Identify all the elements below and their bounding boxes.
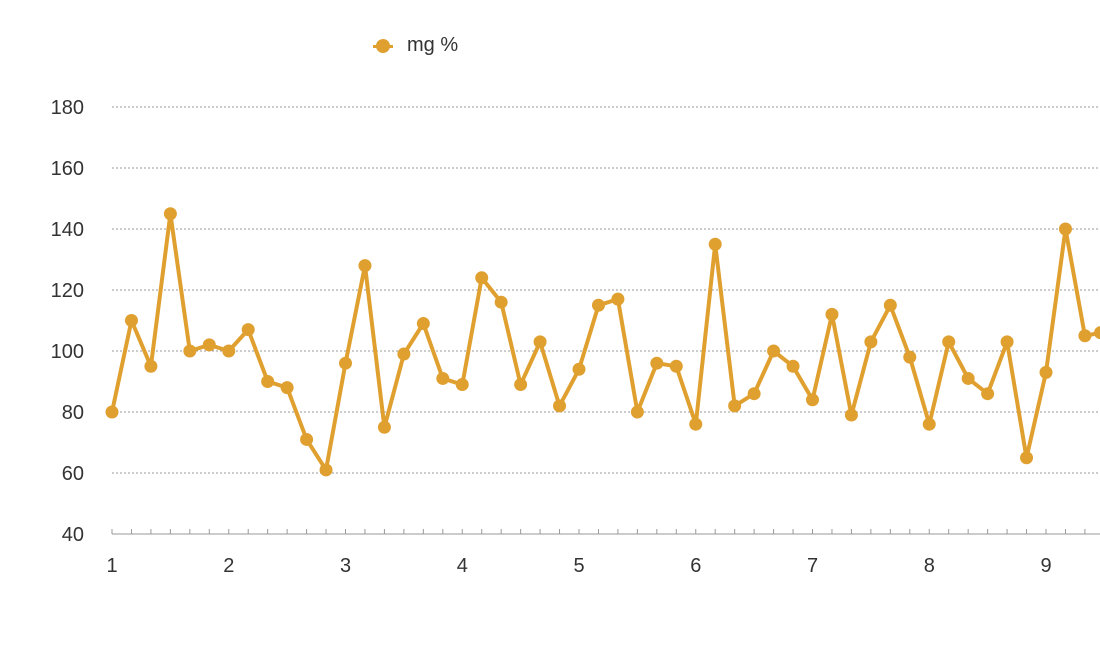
data-point — [300, 432, 314, 446]
data-point — [222, 344, 236, 358]
data-point — [397, 347, 411, 361]
data-point — [572, 362, 586, 376]
data-point — [1000, 335, 1014, 349]
legend[interactable]: mg % — [371, 34, 458, 57]
y-tick-label: 40 — [62, 524, 84, 546]
data-point — [630, 405, 644, 419]
y-tick-label: 120 — [51, 280, 84, 302]
data-point — [883, 298, 897, 312]
data-point — [689, 417, 703, 431]
y-tick-label: 140 — [51, 219, 84, 241]
data-point — [942, 335, 956, 349]
data-point — [650, 356, 664, 370]
data-point — [514, 378, 528, 392]
data-point — [533, 335, 547, 349]
data-point — [455, 378, 469, 392]
y-tick-label: 80 — [62, 402, 84, 424]
data-point — [339, 356, 352, 370]
data-point — [436, 371, 450, 385]
data-point — [553, 399, 567, 413]
data-point — [786, 359, 800, 373]
data-point — [611, 292, 625, 306]
data-point — [825, 307, 839, 321]
data-point — [416, 317, 430, 331]
data-point — [1093, 326, 1100, 340]
data-point — [1039, 365, 1053, 379]
x-tick-label: 6 — [690, 555, 701, 577]
x-tick-label: 1 — [106, 555, 117, 577]
data-point — [767, 344, 781, 358]
x-tick-label: 7 — [807, 555, 818, 577]
x-tick-label: 8 — [924, 555, 935, 577]
data-point — [961, 371, 975, 385]
data-point — [183, 344, 197, 358]
data-point — [358, 259, 372, 273]
data-point — [319, 463, 333, 477]
data-point — [241, 323, 255, 337]
data-point — [1078, 329, 1092, 343]
data-point — [494, 295, 508, 309]
x-tick-label: 9 — [1040, 555, 1051, 577]
x-tick-label: 3 — [340, 555, 351, 577]
legend-marker-icon — [371, 38, 395, 53]
y-tick-label: 60 — [62, 463, 84, 485]
series-line — [110, 211, 1100, 472]
data-point — [981, 387, 995, 401]
data-point — [105, 405, 119, 419]
y-tick-label: 100 — [51, 341, 84, 363]
data-point — [261, 375, 275, 388]
data-point — [163, 207, 177, 221]
data-point — [280, 381, 294, 395]
x-tick-label: 2 — [223, 555, 234, 577]
y-tick-label: 180 — [51, 97, 84, 119]
data-point — [806, 393, 819, 407]
data-point — [728, 399, 742, 413]
x-tick-label: 5 — [573, 555, 584, 577]
data-point — [377, 420, 391, 434]
legend-dot — [376, 38, 390, 53]
x-tick-label: 4 — [457, 555, 468, 577]
data-point — [903, 350, 917, 364]
data-point — [475, 271, 489, 285]
data-point — [124, 314, 138, 327]
data-point — [202, 338, 216, 352]
legend-label: mg % — [407, 34, 459, 56]
data-point — [708, 237, 722, 251]
data-point — [669, 359, 683, 373]
data-point — [747, 387, 761, 401]
data-point — [844, 408, 858, 422]
y-tick-label: 160 — [51, 158, 84, 180]
data-point — [591, 298, 605, 312]
data-point — [1058, 222, 1072, 236]
data-point — [1020, 451, 1034, 465]
data-point — [864, 335, 878, 349]
data-point — [144, 359, 158, 373]
data-point — [922, 417, 936, 431]
